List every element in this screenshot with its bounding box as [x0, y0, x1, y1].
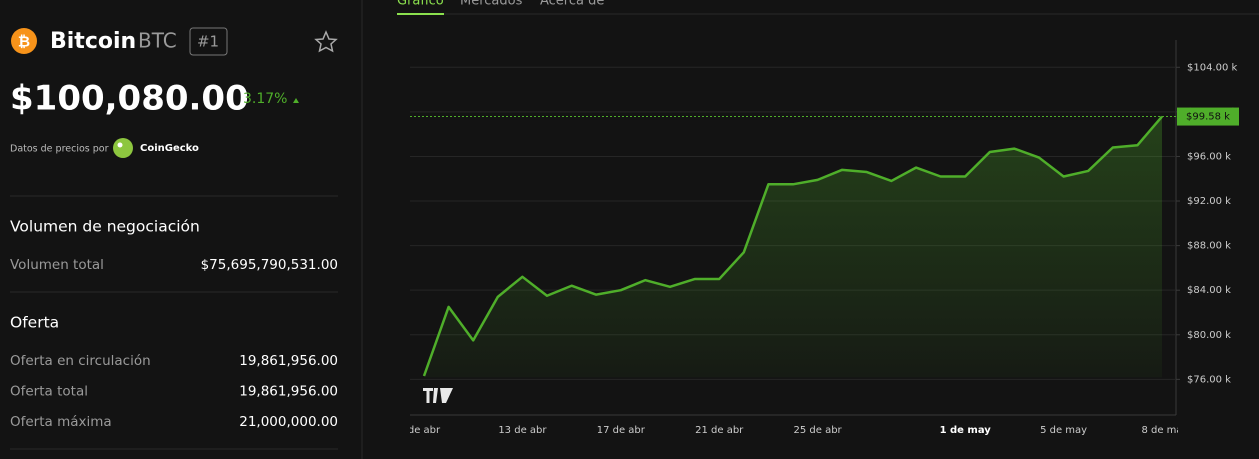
section-title: Volumen de negociación [10, 218, 200, 236]
x-tick-label: de abr [408, 425, 441, 436]
last-price-label: $99.58 k [1186, 112, 1230, 123]
y-tick-label: $76.00 k [1187, 374, 1231, 385]
x-tick-label: 1 de may [940, 425, 992, 436]
x-tick-label: 21 de abr [695, 425, 744, 436]
x-tick-label: 25 de abr [794, 425, 843, 436]
y-tick-label: $92.00 k [1187, 196, 1231, 207]
y-tick-label: $96.00 k [1187, 151, 1231, 162]
tradingview-logo [423, 388, 453, 403]
y-tick-label: $84.00 k [1187, 285, 1231, 296]
row-value: 19,861,956.00 [239, 384, 338, 400]
favorite-star[interactable] [314, 30, 338, 53]
btc-icon [11, 28, 37, 54]
x-tick-label: 8 de ma [1141, 425, 1182, 436]
coin-name: Bitcoin [50, 29, 136, 54]
y-tick-label: $104.00 k [1187, 62, 1238, 73]
y-tick-label: $80.00 k [1187, 330, 1231, 341]
x-tick-label: 13 de abr [498, 425, 547, 436]
btc-glyph: ₿ [18, 33, 30, 51]
x-tick-label: 17 de abr [597, 425, 646, 436]
row-label: Oferta máxima [10, 414, 112, 430]
tab[interactable]: Acerca de [540, 0, 604, 9]
row-label: Oferta en circulación [10, 353, 151, 369]
line [422, 115, 1163, 377]
rank: #1 [197, 33, 219, 51]
row-label: Volumen total [10, 257, 104, 273]
price-change: 3.17% [243, 91, 287, 107]
chart: $76.00 k $80.00 k $84.00 k $88.00 k $92.00 k… [408, 62, 1239, 436]
tab[interactable]: Gráfico [397, 0, 444, 9]
last-price-tag [1177, 107, 1239, 126]
x-tick-label: 5 de may [1040, 425, 1087, 436]
coingecko-eye [117, 142, 123, 148]
up-arrow [293, 98, 299, 103]
y-tick-label: $88.00 k [1187, 241, 1231, 252]
price: $100,080.00 [10, 79, 249, 119]
row-value: 19,861,956.00 [239, 353, 338, 369]
coin-symbol: BTC [138, 29, 177, 53]
source-name[interactable]: CoinGecko [140, 143, 199, 154]
x-labels: de abr 13 de abr 17 de abr 21 de abr 25 de a… [408, 425, 1182, 436]
row-label: Oferta total [10, 384, 88, 400]
rank-box [189, 27, 228, 56]
coingecko-icon [113, 138, 133, 158]
row-value: $75,695,790,531.00 [201, 257, 338, 273]
row-value: 21,000,000.00 [239, 414, 338, 430]
source-label: Datos de precios por [10, 144, 109, 155]
area [424, 116, 1162, 378]
tab[interactable]: Mercados [460, 0, 523, 9]
section-title: Oferta [10, 314, 59, 332]
sections: Volumen de negociación Volumen total $75,6… [10, 195, 338, 450]
